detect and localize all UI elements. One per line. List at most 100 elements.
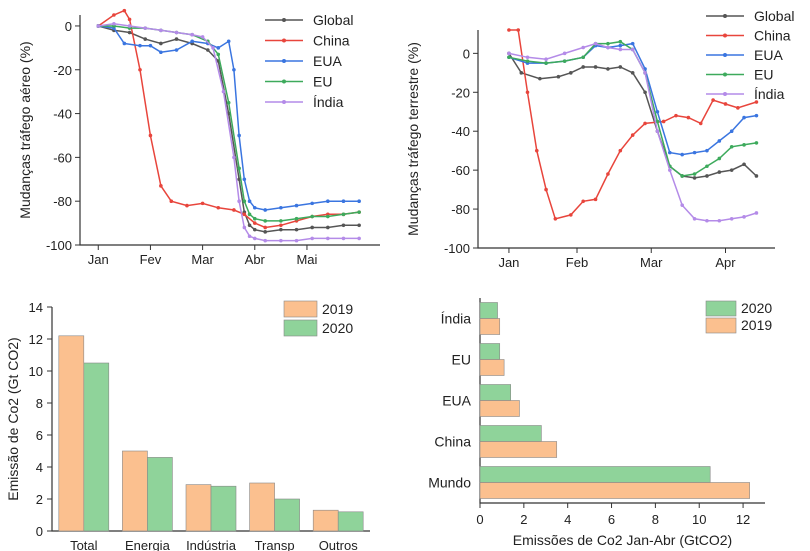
data-point <box>556 74 561 79</box>
data-point <box>593 197 598 202</box>
data-point <box>148 43 153 48</box>
y-tick-label: -80 <box>451 202 470 217</box>
y-tick-label: EU <box>452 352 471 368</box>
legend-label: EU <box>754 67 773 83</box>
data-point <box>310 225 314 230</box>
data-point <box>127 17 132 22</box>
data-point <box>159 28 163 33</box>
data-point <box>279 219 283 223</box>
data-point <box>326 199 330 203</box>
data-point <box>630 133 635 137</box>
legend-label: 2020 <box>322 320 353 336</box>
legend-marker <box>723 92 727 96</box>
y-axis-label: Emissão de Co2 (Gt CO2) <box>5 337 21 500</box>
data-point <box>112 21 116 26</box>
legend-label: EUA <box>754 47 783 63</box>
data-point <box>643 71 647 75</box>
data-point <box>263 238 268 243</box>
x-tick-label: Abr <box>245 252 266 267</box>
bar-2019 <box>479 441 558 458</box>
legend-swatch <box>283 300 318 318</box>
data-point <box>341 223 346 228</box>
data-point <box>174 37 179 41</box>
x-tick-label: Jan <box>88 252 109 267</box>
data-point <box>544 57 548 61</box>
data-point <box>655 129 660 134</box>
data-point <box>618 65 623 69</box>
bar-2019 <box>479 400 520 417</box>
data-point <box>705 148 709 153</box>
y-axis-label: Mudanças tráfego terrestre (%) <box>405 42 421 236</box>
x-tick-label: Outros <box>319 538 359 551</box>
data-point <box>754 211 759 215</box>
legend-marker <box>723 14 727 18</box>
legend-label: Índia <box>754 86 785 102</box>
data-point <box>263 230 268 234</box>
data-point <box>630 41 635 46</box>
x-tick-label: Apr <box>715 255 736 270</box>
data-point <box>742 115 746 120</box>
data-point <box>674 113 678 118</box>
legend-marker <box>282 79 286 84</box>
x-tick-label: 0 <box>476 512 483 527</box>
x-axis-label: Emissões de Co2 Jan-Abr (GtCO2) <box>513 532 732 548</box>
data-point <box>237 166 241 171</box>
bar-2020 <box>479 302 498 319</box>
data-point <box>729 144 734 149</box>
data-point <box>310 214 314 219</box>
data-point <box>310 201 314 206</box>
data-point <box>538 76 542 81</box>
line-chart-1: 0 -20 -40 -60 -80 -100 Jan Feb Mar Apr Mudanças tr… <box>405 8 794 270</box>
y-tick-label: EUA <box>442 393 471 409</box>
data-point <box>525 90 530 95</box>
series-line-global <box>508 52 757 179</box>
y-tick-label: -80 <box>53 194 72 209</box>
x-tick-label: Mar <box>191 252 214 267</box>
y-tick-label: 0 <box>36 524 43 539</box>
data-point <box>705 174 709 178</box>
y-tick-label: China <box>434 434 471 450</box>
data-point <box>357 236 361 241</box>
data-point <box>159 184 163 188</box>
legend-label: China <box>313 33 350 49</box>
y-tick-label: 12 <box>29 332 43 347</box>
bar-2020 <box>479 466 711 483</box>
data-point <box>263 219 268 223</box>
legend-marker <box>723 33 727 38</box>
data-point <box>618 148 623 153</box>
x-tick-label: Mai <box>296 252 317 267</box>
legend-label: China <box>754 28 791 44</box>
data-point <box>581 199 585 204</box>
data-point <box>717 156 722 161</box>
bar-2020 <box>274 498 300 532</box>
data-point <box>742 215 746 219</box>
y-tick-label: -20 <box>451 85 470 100</box>
data-point <box>723 102 728 106</box>
data-point <box>661 119 666 124</box>
data-point <box>562 59 567 63</box>
bar-2019 <box>479 359 505 376</box>
data-point <box>112 13 116 17</box>
legend-label: Global <box>754 8 794 24</box>
y-tick-label: -100 <box>444 241 470 256</box>
data-point <box>569 213 573 217</box>
x-tick-label: 10 <box>692 512 706 527</box>
data-point <box>680 174 684 178</box>
data-point <box>341 236 346 241</box>
data-point <box>655 109 660 114</box>
data-point <box>122 8 127 13</box>
data-point <box>159 50 163 55</box>
data-point <box>200 35 205 39</box>
legend-label: EU <box>313 74 332 90</box>
data-point <box>717 218 722 223</box>
y-tick-label: 14 <box>29 300 43 315</box>
data-point <box>263 225 268 230</box>
data-point <box>211 46 215 50</box>
data-point <box>692 176 697 180</box>
legend-label: 2020 <box>741 300 772 316</box>
x-tick-label: 6 <box>608 512 615 527</box>
data-point <box>581 45 585 50</box>
data-point <box>581 65 585 69</box>
data-point <box>216 205 221 210</box>
